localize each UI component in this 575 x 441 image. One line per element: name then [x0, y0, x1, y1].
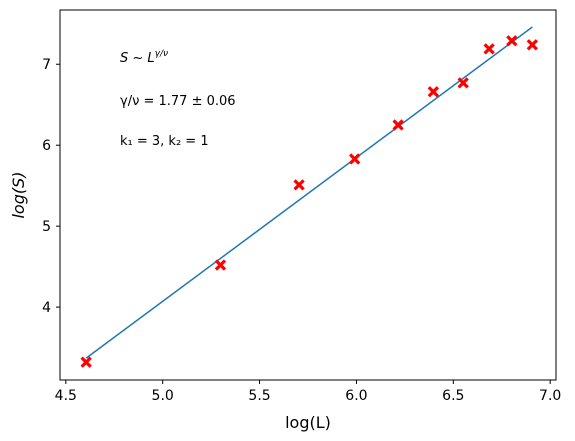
plot-marks — [80, 26, 539, 368]
data-point-marker — [349, 153, 361, 165]
y-axis: 4 5 6 7 — [42, 57, 60, 316]
fit-line — [85, 26, 533, 359]
y-tick-label: 7 — [42, 57, 51, 73]
x-tick-label: 5.5 — [248, 388, 270, 404]
x-tick-label: 6.0 — [345, 388, 367, 404]
annotation-k-values: k₁ = 3, k₂ = 1 — [120, 134, 209, 149]
data-point-marker — [506, 35, 518, 47]
annotation-scaling-law: S ~ Lγ/ν — [120, 49, 168, 66]
x-tick-label: 4.5 — [55, 388, 77, 404]
annotation-scaling-law-exponent: γ/ν — [155, 49, 168, 59]
x-tick-label: 6.5 — [442, 388, 464, 404]
y-axis-label: log(S) — [9, 171, 28, 218]
data-point-marker — [80, 356, 92, 368]
x-axis: 4.5 5.0 5.5 6.0 6.5 7.0 — [55, 380, 561, 404]
annotation-scaling-law-base: S ~ L — [120, 51, 155, 66]
data-point-marker — [392, 119, 404, 131]
x-tick-label: 5.0 — [152, 388, 174, 404]
plot-frame — [59, 9, 557, 381]
x-axis-label: log(L) — [285, 413, 331, 432]
y-tick-label: 4 — [42, 300, 51, 316]
data-point-marker — [214, 259, 227, 271]
data-point-marker — [427, 86, 440, 98]
data-point-marker — [483, 43, 495, 55]
y-tick-label: 5 — [42, 219, 51, 235]
data-point-marker — [457, 77, 469, 89]
data-point-marker — [293, 179, 305, 191]
data-point-marker — [526, 39, 539, 51]
x-tick-label: 7.0 — [539, 388, 561, 404]
annotation-exponent-value: γ/ν = 1.77 ± 0.06 — [120, 94, 236, 109]
y-tick-label: 6 — [42, 138, 51, 154]
